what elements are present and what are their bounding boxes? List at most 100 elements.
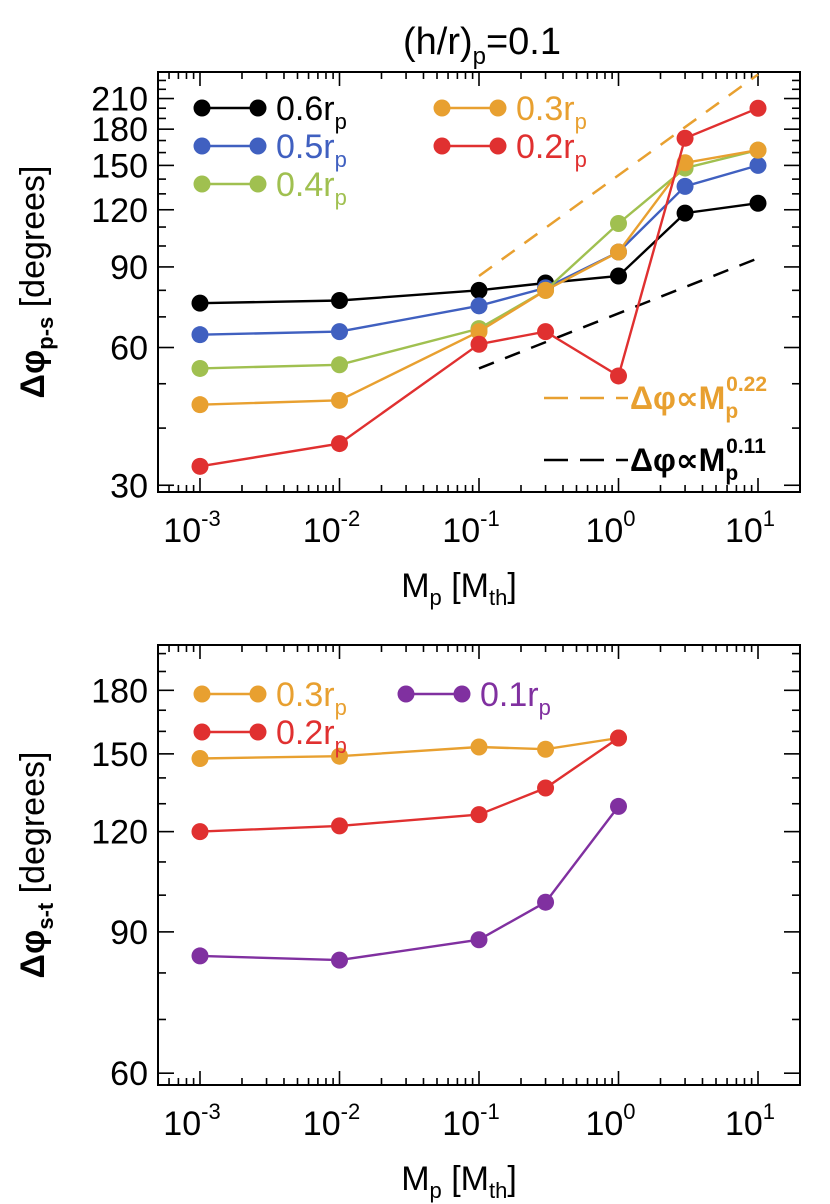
data-point	[191, 326, 209, 344]
plot-frame	[157, 644, 801, 1086]
legend-label: 0.2rp	[516, 128, 587, 172]
series-0.3rp	[191, 729, 628, 768]
y-tick-label: 30	[110, 467, 148, 505]
x-tick-label: 10-2	[303, 1099, 360, 1143]
data-point	[610, 243, 628, 261]
data-point	[330, 817, 348, 835]
y-tick-label: 60	[110, 1055, 148, 1093]
data-point	[330, 747, 348, 765]
legend-entry: 0.1rp	[397, 676, 551, 720]
legend-label: 0.1rp	[480, 676, 551, 720]
legend-entry: 0.5rp	[193, 128, 347, 172]
series-0.2rp	[191, 99, 767, 475]
legend-entry: 0.3rp	[433, 90, 587, 134]
data-point	[470, 281, 488, 299]
legend-marker	[489, 137, 507, 155]
series-0.3rp	[191, 141, 767, 414]
data-point	[330, 292, 348, 310]
data-point	[470, 738, 488, 756]
data-point	[470, 335, 488, 353]
data-point	[610, 797, 628, 815]
legend-marker	[193, 99, 211, 117]
data-point	[470, 297, 488, 315]
y-tick-label: 120	[91, 192, 148, 230]
series-0.1rp	[191, 797, 628, 969]
legend-marker	[433, 99, 451, 117]
legend-label: 0.6rp	[276, 90, 347, 134]
legend-entry: 0.4rp	[193, 166, 347, 210]
legend-label: 0.3rp	[276, 676, 347, 720]
figure-title: (h/r)p=0.1	[403, 21, 561, 70]
series-0.6rp	[191, 194, 767, 312]
data-point	[537, 281, 555, 299]
y-tick-label: 210	[91, 81, 148, 119]
legend-label: 0.5rp	[276, 128, 347, 172]
data-point	[191, 359, 209, 377]
data-point	[191, 396, 209, 414]
legend-marker	[489, 99, 507, 117]
y-tick-label: 150	[91, 147, 148, 185]
legend-label: 0.3rp	[516, 90, 587, 134]
data-point	[470, 931, 488, 949]
data-point	[749, 194, 767, 212]
data-point	[610, 267, 628, 285]
data-point	[330, 356, 348, 374]
x-tick-label: 101	[725, 506, 775, 550]
legend-marker	[433, 137, 451, 155]
data-point	[537, 740, 555, 758]
fit-label: Δφ∝Mp0.22	[630, 373, 767, 423]
fit-label: Δφ∝Mp0.11	[630, 435, 766, 485]
legend-entry: 0.2rp	[433, 128, 587, 172]
legend-entry: 0.2rp	[193, 714, 347, 758]
legend-marker	[249, 137, 267, 155]
legend-label: 0.2rp	[276, 714, 347, 758]
legend-marker	[193, 685, 211, 703]
legend-entry: 0.3rp	[193, 676, 347, 720]
fit-line	[478, 73, 759, 277]
data-point	[191, 294, 209, 312]
y-tick-label: 150	[91, 736, 148, 774]
data-point	[676, 177, 694, 195]
bottom-panel: 10-3 10-2 10-1 100 101 60 90 120 150 180 Mp [Mth] Δ…	[14, 644, 801, 1203]
series-0.2rp	[191, 729, 628, 841]
legend-marker	[193, 723, 211, 741]
data-point	[537, 893, 555, 911]
x-tick-label: 101	[725, 1099, 775, 1143]
data-point	[749, 156, 767, 174]
data-point	[610, 367, 628, 385]
data-point	[330, 435, 348, 453]
legend-label: 0.4rp	[276, 166, 347, 210]
data-point	[676, 129, 694, 147]
legend-marker	[193, 175, 211, 193]
x-tick-label: 100	[585, 506, 635, 550]
data-point	[749, 141, 767, 159]
data-point	[330, 951, 348, 969]
legend-marker	[249, 723, 267, 741]
data-point	[537, 323, 555, 341]
legend-marker	[249, 685, 267, 703]
legend-marker	[397, 685, 415, 703]
y-tick-label: 120	[91, 814, 148, 852]
series-line	[199, 736, 619, 760]
x-tick-label: 10-1	[442, 506, 499, 550]
data-point	[191, 947, 209, 965]
x-axis-label: Mp [Mth]	[401, 567, 517, 610]
data-point	[676, 154, 694, 172]
data-point	[191, 457, 209, 475]
data-point	[610, 214, 628, 232]
x-axis-label: Mp [Mth]	[401, 1160, 517, 1203]
data-point	[470, 323, 488, 341]
legend-marker	[453, 685, 471, 703]
x-tick-label: 10-2	[303, 506, 360, 550]
y-tick-label: 60	[110, 330, 148, 368]
fit-line	[478, 257, 759, 370]
data-point	[470, 806, 488, 824]
y-axis-label: Δφs-t [degrees]	[14, 752, 58, 979]
y-tick-label: 90	[110, 914, 148, 952]
data-point	[749, 99, 767, 117]
x-tick-label: 10-3	[163, 506, 220, 550]
data-point	[191, 750, 209, 768]
y-tick-label: 180	[91, 672, 148, 710]
y-tick-label: 90	[110, 249, 148, 287]
